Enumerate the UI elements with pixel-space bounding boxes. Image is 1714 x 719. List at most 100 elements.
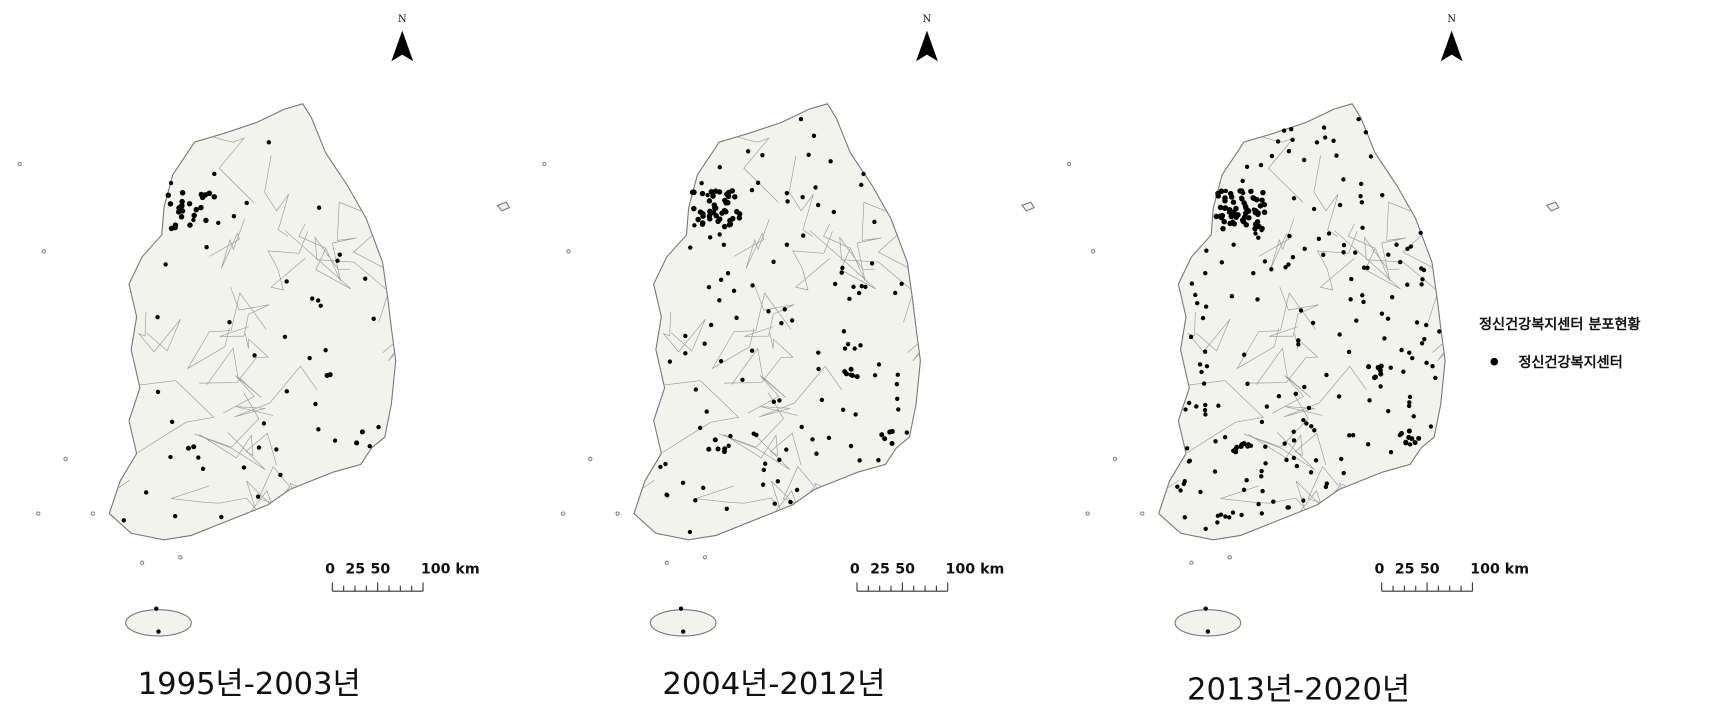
island — [63, 456, 68, 462]
center-dot — [1205, 629, 1211, 634]
center-dot — [1269, 153, 1275, 159]
center-dot — [324, 372, 330, 378]
center-dot — [1358, 194, 1363, 199]
center-dot — [165, 192, 172, 198]
center-dot — [794, 487, 800, 493]
jeju — [1174, 609, 1242, 637]
center-dot — [1421, 267, 1427, 273]
center-dot — [191, 217, 196, 223]
center-dot — [843, 371, 849, 377]
center-dot — [681, 629, 686, 634]
center-dot — [1405, 282, 1410, 287]
center-dot — [1378, 384, 1383, 389]
center-dot — [1304, 421, 1309, 426]
district-boundary — [1316, 231, 1358, 291]
center-dot — [1182, 515, 1187, 520]
center-dot — [858, 343, 863, 348]
island — [1066, 161, 1072, 167]
center-dot — [1308, 470, 1314, 475]
center-dot — [1291, 429, 1296, 434]
center-dot — [782, 307, 787, 312]
center-dot — [1218, 214, 1225, 221]
center-dot — [1253, 231, 1258, 236]
island — [178, 555, 183, 560]
center-dot — [861, 171, 866, 177]
center-dot — [307, 355, 312, 361]
center-dot — [1221, 218, 1227, 225]
center-dot — [691, 189, 697, 196]
center-dot — [196, 455, 201, 460]
scale-label: 25 — [345, 562, 365, 578]
island — [1112, 456, 1118, 462]
center-dot — [856, 290, 862, 296]
district-boundary — [1284, 507, 1358, 540]
boundaries — [634, 103, 921, 540]
center-dot — [1375, 365, 1381, 371]
center-dot — [169, 419, 175, 424]
island — [615, 511, 620, 516]
center-dot — [771, 259, 776, 264]
center-dot — [1405, 246, 1410, 252]
center-dot — [887, 429, 893, 435]
center-dot — [847, 296, 852, 302]
center-dot — [729, 188, 736, 194]
center-dot — [367, 444, 372, 449]
center-dot — [193, 206, 199, 213]
center-dot — [1245, 208, 1252, 214]
center-dot — [1291, 196, 1297, 201]
center-dot — [1228, 194, 1235, 200]
center-dot — [697, 209, 704, 215]
center-dot — [717, 216, 723, 222]
center-dot — [1251, 271, 1256, 276]
district-boundary — [724, 333, 794, 384]
center-dot — [1200, 315, 1206, 321]
center-dot — [211, 194, 218, 200]
center-dot — [1372, 374, 1378, 380]
center-dot — [895, 372, 900, 377]
center-dot — [1203, 412, 1208, 417]
center-dot — [724, 506, 729, 511]
center-dot — [191, 444, 197, 450]
center-dot — [310, 296, 315, 301]
district-boundary — [662, 311, 706, 353]
center-dot — [1437, 329, 1442, 334]
center-dot — [857, 458, 862, 463]
center-dot — [854, 374, 860, 380]
center-dot — [376, 424, 381, 430]
district-boundary — [267, 231, 309, 291]
center-dot — [154, 606, 159, 611]
island — [17, 161, 22, 167]
center-dot — [1419, 282, 1424, 287]
center-dot — [1263, 461, 1268, 466]
center-dot — [814, 451, 819, 456]
center-dot — [761, 467, 766, 473]
north-arrow — [391, 30, 414, 62]
center-dot — [727, 217, 733, 224]
center-dot — [1188, 334, 1194, 340]
legend-marker — [1490, 357, 1499, 366]
center-dot — [1350, 432, 1356, 438]
district-boundary — [1375, 201, 1415, 281]
district-boundary — [1158, 237, 1174, 300]
center-dot — [749, 187, 755, 193]
island — [496, 201, 511, 212]
center-dot — [772, 501, 777, 506]
center-dot — [1365, 442, 1371, 447]
center-dot — [784, 242, 790, 247]
center-dot — [1223, 514, 1228, 519]
center-dot — [840, 265, 845, 271]
center-dot — [859, 283, 864, 289]
center-dot — [1230, 199, 1237, 205]
center-dot — [1175, 484, 1180, 489]
center-dot — [155, 389, 161, 395]
center-dot — [1407, 442, 1413, 447]
center-dot — [896, 407, 901, 412]
center-dot — [1294, 463, 1300, 469]
center-dot — [667, 359, 673, 364]
center-dot — [1321, 125, 1327, 130]
center-dot — [216, 220, 221, 226]
district-boundary — [723, 432, 802, 466]
center-dot — [1229, 294, 1235, 299]
center-dot — [709, 322, 714, 328]
center-dot — [185, 445, 192, 451]
